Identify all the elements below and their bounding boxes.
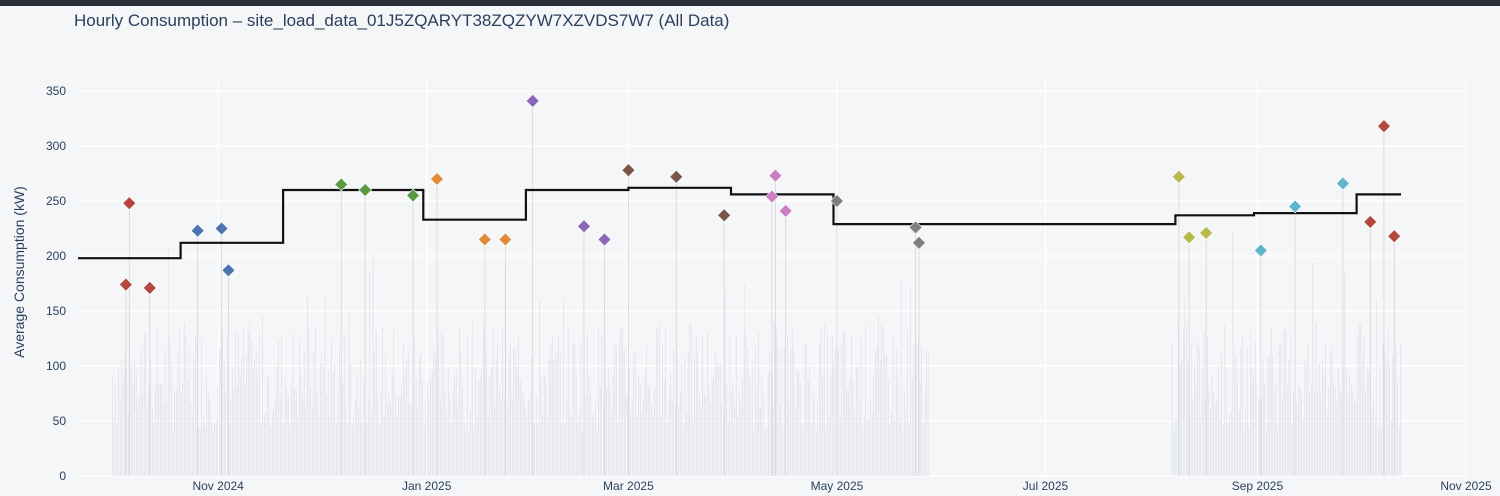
peak-marker[interactable] <box>334 177 349 192</box>
x-tick-label: Jul 2025 <box>1023 479 1069 493</box>
peak-marker[interactable] <box>430 172 444 186</box>
peak-marker[interactable] <box>1363 214 1378 229</box>
x-tick-label: May 2025 <box>811 479 864 493</box>
x-axis-ticks: Nov 2024 Jan 2025 Mar 2025 May 2025 Jul 2025… <box>192 479 1492 493</box>
x-tick-label: Nov 2025 <box>1440 479 1492 493</box>
peak-marker[interactable] <box>190 223 205 238</box>
y-tick-label: 200 <box>46 249 66 263</box>
y-tick-label: 150 <box>46 304 66 318</box>
x-tick-label: Mar 2025 <box>603 479 654 493</box>
y-tick-label: 0 <box>59 469 66 483</box>
peak-marker[interactable] <box>577 219 591 234</box>
peak-marker[interactable] <box>142 280 157 295</box>
y-tick-label: 350 <box>46 84 66 98</box>
peak-marker[interactable] <box>597 232 612 247</box>
y-tick-label: 250 <box>46 194 66 208</box>
peak-marker[interactable] <box>717 208 732 223</box>
peak-marker[interactable] <box>908 220 923 235</box>
peak-marker[interactable] <box>525 93 540 108</box>
peak-marker[interactable] <box>122 196 137 211</box>
peak-marker[interactable] <box>1288 199 1302 214</box>
peak-marker[interactable] <box>1182 230 1197 245</box>
peak-stems <box>125 100 1395 476</box>
peak-marker[interactable] <box>498 232 513 247</box>
y-tick-label: 100 <box>46 359 66 373</box>
peak-marker[interactable] <box>765 189 779 204</box>
x-tick-label: Jan 2025 <box>402 479 452 493</box>
peak-marker[interactable] <box>214 221 229 236</box>
peak-marker[interactable] <box>1171 169 1186 184</box>
peak-marker[interactable] <box>406 188 420 203</box>
peak-marker[interactable] <box>912 235 926 250</box>
y-axis-ticks: 0 50 100 150 200 250 300 350 <box>46 84 66 483</box>
peak-marker[interactable] <box>830 194 844 208</box>
y-tick-label: 50 <box>53 414 67 428</box>
peak-marker[interactable] <box>1199 225 1214 240</box>
peak-marker[interactable] <box>621 163 636 178</box>
peak-marker[interactable] <box>669 169 684 184</box>
monthly-average-line <box>78 186 1401 260</box>
peak-marker[interactable] <box>768 168 783 183</box>
window-top-strip <box>0 0 1500 6</box>
x-tick-label: Nov 2024 <box>192 479 244 493</box>
peak-marker[interactable] <box>358 183 373 197</box>
peak-marker[interactable] <box>1387 229 1402 244</box>
x-tick-label: Sep 2025 <box>1232 479 1284 493</box>
peak-marker[interactable] <box>778 203 793 218</box>
peak-markers <box>118 93 1402 295</box>
peak-marker[interactable] <box>118 277 133 292</box>
peak-marker[interactable] <box>221 263 236 278</box>
y-tick-label: 300 <box>46 139 66 153</box>
peak-marker[interactable] <box>477 232 492 247</box>
peak-marker[interactable] <box>1377 119 1391 134</box>
peak-marker[interactable] <box>1336 176 1350 191</box>
chart-title: Hourly Consumption – site_load_data_01J5… <box>74 11 730 30</box>
monthly-average-path <box>78 186 1401 260</box>
hourly-series <box>111 231 1402 476</box>
peak-marker[interactable] <box>1253 243 1268 258</box>
